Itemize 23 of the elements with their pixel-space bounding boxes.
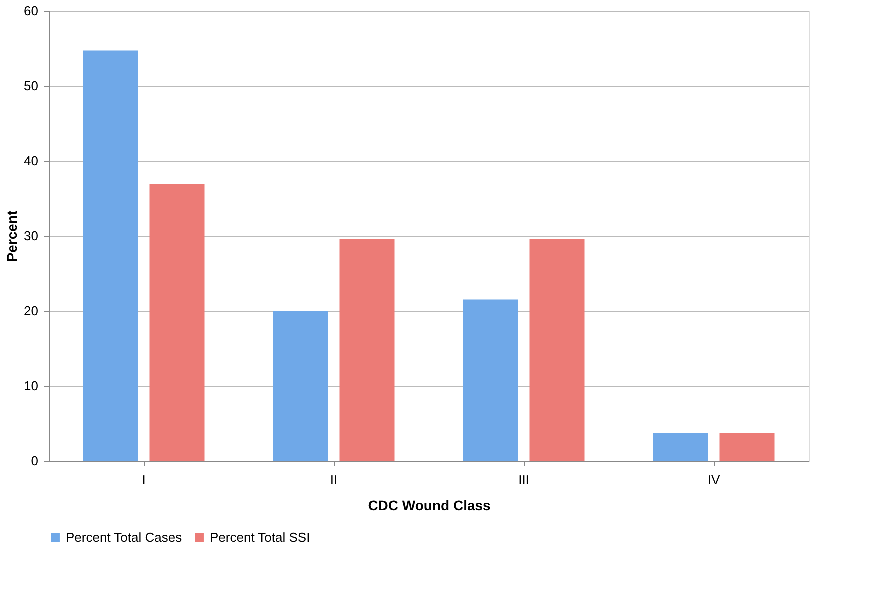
- bar: [340, 239, 395, 461]
- bar: [273, 311, 328, 461]
- bar: [720, 433, 775, 461]
- bar: [150, 184, 205, 461]
- x-tick-label: III: [518, 472, 530, 488]
- y-tick-label: 50: [24, 78, 38, 94]
- legend-label: Percent Total SSI: [210, 530, 310, 545]
- y-tick-label: 60: [24, 4, 38, 18]
- legend-label: Percent Total Cases: [66, 530, 183, 545]
- bar: [83, 50, 138, 461]
- y-tick-label: 10: [24, 378, 38, 394]
- x-tick-label: II: [330, 472, 338, 488]
- bar: [463, 300, 518, 461]
- x-axis-title: CDC Wound Class: [368, 498, 492, 514]
- y-axis-title: Percent: [4, 210, 20, 262]
- y-tick-label: 30: [24, 228, 38, 244]
- bar: [530, 239, 585, 461]
- y-tick-label: 0: [31, 454, 38, 468]
- bar: [653, 433, 708, 461]
- y-tick-label: 40: [24, 154, 38, 168]
- x-tick-label: IV: [708, 472, 720, 488]
- y-tick-label: 20: [24, 304, 38, 318]
- x-tick-label: I: [142, 472, 146, 488]
